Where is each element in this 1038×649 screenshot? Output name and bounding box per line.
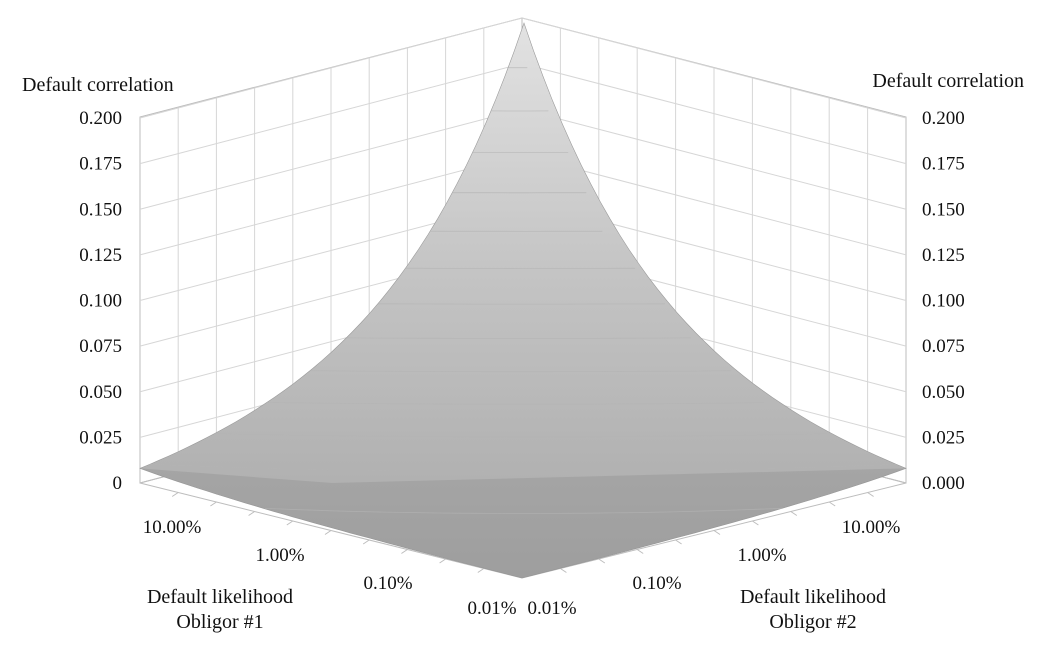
contour-line: [264, 507, 783, 514]
x-tick-label: 0.01%: [467, 598, 516, 619]
floor-tick-left: [210, 501, 217, 507]
z-tick-right: 0.150: [922, 199, 965, 220]
floor-tick-right: [636, 549, 644, 554]
y-tick-label: 0.01%: [527, 598, 576, 619]
floor-tick-right: [713, 530, 721, 535]
floor-tick-left: [248, 511, 255, 516]
floor-tick-right: [790, 511, 798, 516]
floor-tick-left: [401, 549, 408, 554]
x-axis-ticks: 10.00% 1.00% 0.10% 0.01%: [143, 517, 517, 619]
z-tick-right: 0.075: [922, 336, 965, 357]
floor-tick-right: [560, 568, 567, 573]
surface-contours: [149, 67, 897, 514]
z-tick-left: 0.075: [79, 336, 122, 357]
contour-line: [346, 337, 691, 339]
correlation-surface: [139, 22, 907, 579]
x-tick-label: 10.00%: [143, 517, 202, 538]
z-tick-left: 0.100: [79, 291, 122, 312]
y-tick-label: 10.00%: [842, 517, 901, 538]
floor-tick-right: [598, 558, 606, 564]
floor-tick-right: [828, 501, 836, 507]
z-tick-right: 0.100: [922, 291, 965, 312]
surface-mesh: [139, 22, 907, 579]
z-tick-right: 0.050: [922, 382, 965, 403]
z-tick-left: 0: [113, 473, 123, 494]
y-axis-label-line2: Obligor #2: [769, 611, 856, 633]
floor-tick-left: [171, 492, 179, 497]
x-axis-label-line2: Obligor #1: [176, 611, 263, 633]
y-tick-label: 1.00%: [737, 545, 786, 566]
y-axis-label-line1: Default likelihood: [740, 586, 886, 608]
z-tick-right: 0.125: [922, 245, 965, 266]
contour-line: [149, 464, 897, 472]
x-tick-label: 1.00%: [255, 545, 304, 566]
y-axis-ticks: 0.01% 0.10% 1.00% 10.00%: [527, 517, 900, 619]
z-axis-label-left: Default correlation: [22, 74, 174, 96]
z-tick-right: 0.175: [922, 154, 965, 175]
z-tick-left: 0.025: [79, 427, 122, 448]
x-tick-label: 0.10%: [363, 573, 412, 594]
contour-line: [214, 433, 828, 438]
floor-tick-right: [675, 539, 682, 545]
floor-tick-right: [867, 492, 874, 497]
floor-tick-left: [324, 530, 332, 535]
y-tick-label: 0.10%: [632, 573, 681, 594]
z-tick-right: 0.000: [922, 473, 965, 494]
z-ticks-right: 0.200 0.175 0.150 0.125 0.100 0.075 0.050 0.025…: [922, 108, 965, 494]
floor-tick-left: [477, 568, 485, 573]
z-tick-right: 0.200: [922, 108, 965, 129]
floor-tick-right: [752, 520, 759, 526]
z-tick-right: 0.025: [922, 427, 965, 448]
contour-line: [266, 402, 765, 405]
z-tick-left: 0.200: [79, 108, 122, 129]
surface-shading: [140, 468, 906, 578]
z-tick-left: 0.125: [79, 245, 122, 266]
z-axis-label-right: Default correlation: [872, 70, 1024, 92]
floor-tick-left: [286, 520, 294, 526]
z-tick-left: 0.050: [79, 382, 122, 403]
x-axis-label-line1: Default likelihood: [147, 586, 293, 608]
floor-tick-left: [439, 558, 446, 564]
z-ticks-left: 0.200 0.175 0.150 0.125 0.100 0.075 0.050 0.025…: [79, 108, 122, 494]
contour-line: [309, 370, 732, 373]
z-tick-left: 0.175: [79, 154, 122, 175]
floor-ticks: [171, 492, 874, 573]
z-tick-left: 0.150: [79, 199, 122, 220]
floor-tick-left: [362, 539, 370, 545]
